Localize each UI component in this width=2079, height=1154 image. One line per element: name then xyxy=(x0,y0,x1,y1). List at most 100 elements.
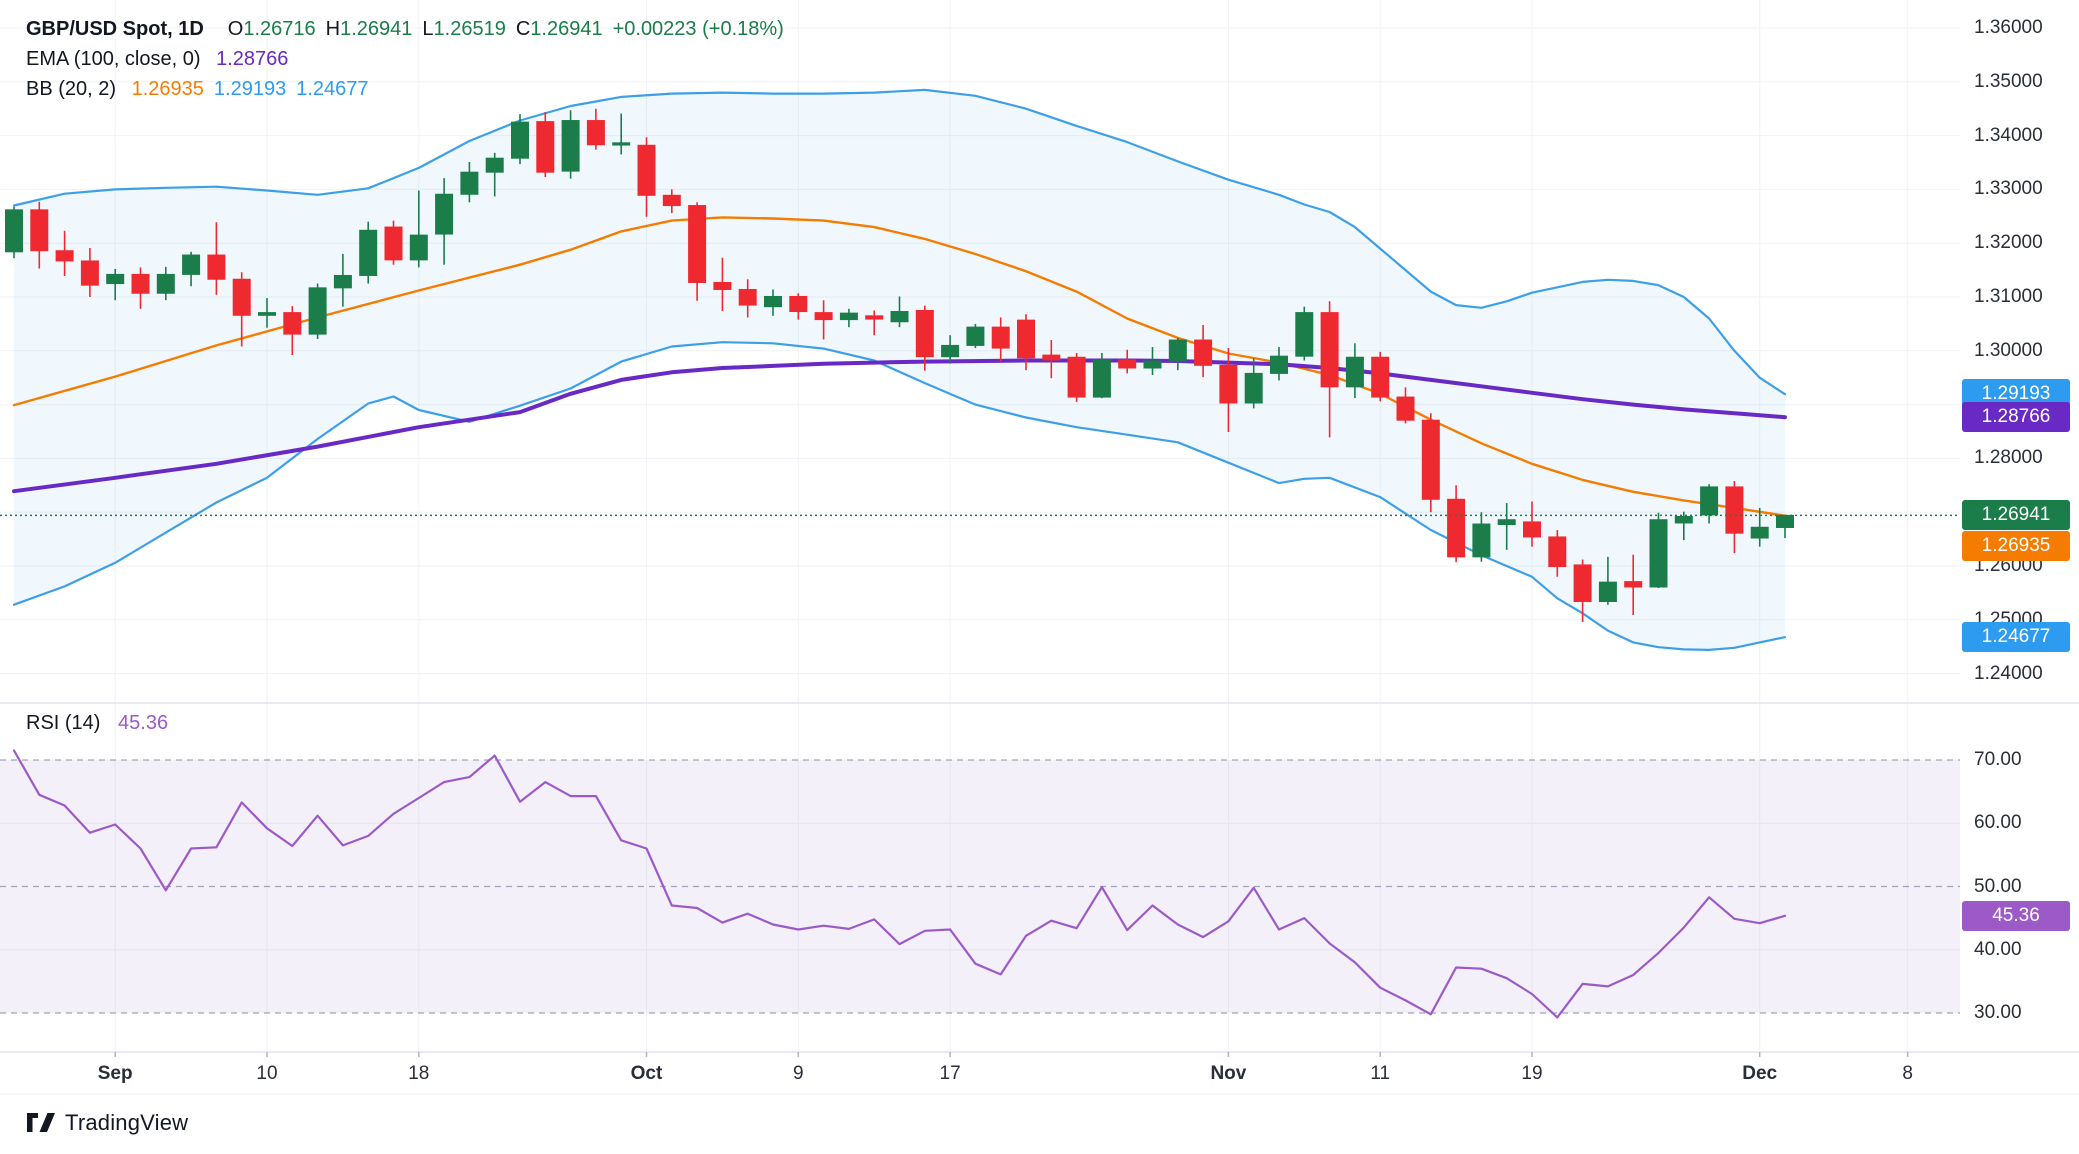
candle-body xyxy=(1320,312,1339,388)
ohlc-value-L: 1.26519 xyxy=(433,18,506,40)
time-label-8: 8 xyxy=(1902,1063,1913,1084)
candle-body xyxy=(1371,356,1390,398)
candle-body xyxy=(1092,359,1111,398)
candle-body xyxy=(890,311,909,323)
candle-body xyxy=(460,171,479,195)
candle-body xyxy=(1270,355,1288,374)
time-label-18: 18 xyxy=(408,1063,430,1084)
candle-body xyxy=(1674,516,1693,524)
candle-body xyxy=(915,309,934,358)
ohlc-label-H: H xyxy=(325,18,341,40)
price-tick-label: 1.24000 xyxy=(1974,662,2043,684)
candle-body xyxy=(1523,521,1541,538)
candle-body xyxy=(55,250,74,262)
bb-fill-area xyxy=(14,89,1785,650)
candle-body xyxy=(308,287,327,335)
bb-lower-line xyxy=(12,341,1787,652)
candle-body xyxy=(80,260,99,286)
candle-body xyxy=(966,326,985,346)
axis-badge-1_26935: 1.26935 xyxy=(1962,531,2070,562)
candle-body xyxy=(839,312,858,321)
bb-basis-line xyxy=(12,216,1787,517)
axis-badge-1_26941: 1.26941 xyxy=(1962,500,2070,531)
candle-body xyxy=(409,234,428,261)
candle-body xyxy=(1548,536,1567,568)
ohlc-label-L: L xyxy=(422,18,434,40)
candle-body xyxy=(713,281,732,290)
candle-body xyxy=(738,288,757,306)
rsi-tick-label: 60.00 xyxy=(1974,812,2022,834)
candle-body xyxy=(1776,514,1794,528)
time-label-9: 9 xyxy=(793,1063,804,1084)
time-label-19: 19 xyxy=(1521,1063,1543,1084)
bb-value-lower: 1.24677 xyxy=(296,78,369,100)
rsi-tick-label: 40.00 xyxy=(1974,938,2022,960)
bb-value-upper: 1.29193 xyxy=(213,78,287,100)
tradingview-logo-text: TradingView xyxy=(65,1110,189,1135)
candle-body xyxy=(30,209,49,252)
candle-body xyxy=(561,120,580,172)
tradingview-logo[interactable]: TradingView xyxy=(26,1110,188,1136)
ohlc-value-H: 1.26941 xyxy=(340,18,413,40)
candle-body xyxy=(384,226,403,261)
candle-body xyxy=(865,315,884,320)
legend-bb-row: BB (20, 2) 1.26935 1.29193 1.24677 xyxy=(26,74,784,104)
candle-body xyxy=(1447,498,1466,558)
candle-body xyxy=(435,193,454,235)
ema-indicator-label: EMA (100, close, 0) xyxy=(26,48,201,70)
ohlc-label-C: C xyxy=(515,18,531,40)
ohlc-value-O: 1.26716 xyxy=(243,18,316,40)
time-label-11: 11 xyxy=(1370,1063,1391,1084)
candle-body xyxy=(814,312,833,321)
time-label-10: 10 xyxy=(256,1063,278,1084)
axis-badge-1_28766: 1.28766 xyxy=(1962,402,2070,433)
candle-body xyxy=(1118,359,1137,369)
candle-body xyxy=(1497,519,1516,526)
candle-body xyxy=(1725,486,1744,534)
bb-upper-line xyxy=(12,88,1787,396)
legend-main-row: GBP/USD Spot, 1D O1.26716 H1.26941 L1.26519… xyxy=(26,14,784,44)
time-label-17: 17 xyxy=(939,1063,961,1084)
candle-body xyxy=(1219,364,1238,404)
candle-body xyxy=(1295,312,1314,357)
candle-body xyxy=(359,229,378,276)
ohlc-values: O1.26716 H1.26941 L1.26519 C1.26941 +0.00223… xyxy=(218,18,784,40)
candle-body xyxy=(789,295,808,313)
candle-body xyxy=(1598,581,1617,603)
price-tick-label: 1.36000 xyxy=(1974,17,2043,38)
candle-body xyxy=(536,121,555,173)
candle-body xyxy=(283,312,302,335)
candle-body xyxy=(1649,519,1668,588)
candle-body xyxy=(1345,356,1364,388)
candle-body xyxy=(207,254,226,280)
candle-body xyxy=(991,326,1010,349)
ema100-line xyxy=(12,358,1787,494)
candle-body xyxy=(586,120,605,146)
rsi-tick-label: 50.00 xyxy=(1974,875,2022,897)
candle-body xyxy=(232,278,251,316)
candle-body xyxy=(106,273,125,285)
candle-body xyxy=(5,209,23,253)
rsi-legend: RSI (14) 45.36 xyxy=(26,712,168,735)
price-tick-label: 1.35000 xyxy=(1974,70,2043,92)
candle-body xyxy=(1472,523,1491,558)
candle-body xyxy=(637,144,656,196)
axis-badge-45_36: 45.36 xyxy=(1962,900,2070,931)
ohlc-value-C: 1.26941 xyxy=(530,18,603,40)
candle-body xyxy=(1421,419,1440,500)
change-value: +0.00223 (+0.18%) xyxy=(612,18,784,40)
candle-body xyxy=(1067,356,1086,398)
ema-value: 1.28766 xyxy=(216,48,289,70)
candle-body xyxy=(485,157,504,173)
price-tick-label: 1.28000 xyxy=(1974,447,2043,469)
price-tick-label: 1.30000 xyxy=(1974,339,2043,361)
legend: GBP/USD Spot, 1D O1.26716 H1.26941 L1.26519… xyxy=(26,14,784,104)
candle-body xyxy=(941,344,960,358)
bb-value-basis: 1.26935 xyxy=(131,78,204,100)
time-label-Sep: Sep xyxy=(97,1063,133,1084)
candle-body xyxy=(1573,564,1592,603)
candle-body xyxy=(1244,372,1263,404)
candle-body xyxy=(612,142,631,146)
